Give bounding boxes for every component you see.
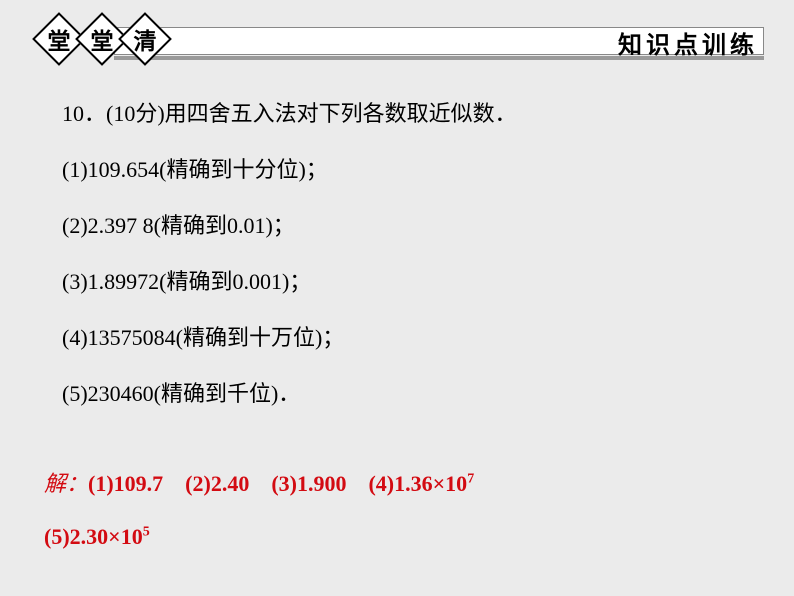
ans-1: (1)109.7 bbox=[88, 471, 163, 496]
answer-label: 解： bbox=[44, 471, 88, 496]
item-3: (3)1.89972(精确到0.001)； bbox=[62, 264, 744, 296]
diamond-char-3: 清 bbox=[116, 10, 174, 68]
question-block: 10．(10分)用四舍五入法对下列各数取近似数． (1)109.654(精确到十… bbox=[62, 96, 744, 432]
item-1: (1)109.654(精确到十分位)； bbox=[62, 152, 744, 184]
ans-4-base: (4)1.36×10 bbox=[368, 471, 467, 496]
solution-block: 解：(1)109.7 (2)2.40 (3)1.900 (4)1.36×107 … bbox=[44, 466, 754, 576]
ans-4-exp: 7 bbox=[467, 472, 474, 487]
diamond-3: 清 bbox=[116, 10, 175, 69]
diamond-row: 堂 堂 清 bbox=[30, 10, 155, 74]
section-title: 知识点训练 bbox=[618, 25, 758, 60]
item-4: (4)13575084(精确到十万位)； bbox=[62, 320, 744, 352]
ans-5: (5)2.30×105 bbox=[44, 524, 150, 549]
question-intro: 10．(10分)用四舍五入法对下列各数取近似数． bbox=[62, 96, 744, 128]
header: 堂 堂 清 知识点训练 bbox=[44, 16, 764, 70]
ans-3: (3)1.900 bbox=[271, 471, 346, 496]
ans-4: (4)1.36×107 bbox=[368, 471, 474, 496]
solution-line-2: (5)2.30×105 bbox=[44, 524, 754, 550]
ans-2: (2)2.40 bbox=[185, 471, 249, 496]
item-2: (2)2.397 8(精确到0.01)； bbox=[62, 208, 744, 240]
item-5: (5)230460(精确到千位)． bbox=[62, 376, 744, 408]
ans-5-base: (5)2.30×10 bbox=[44, 524, 143, 549]
solution-line-1: 解：(1)109.7 (2)2.40 (3)1.900 (4)1.36×107 bbox=[44, 466, 754, 498]
ans-5-exp: 5 bbox=[143, 525, 150, 540]
